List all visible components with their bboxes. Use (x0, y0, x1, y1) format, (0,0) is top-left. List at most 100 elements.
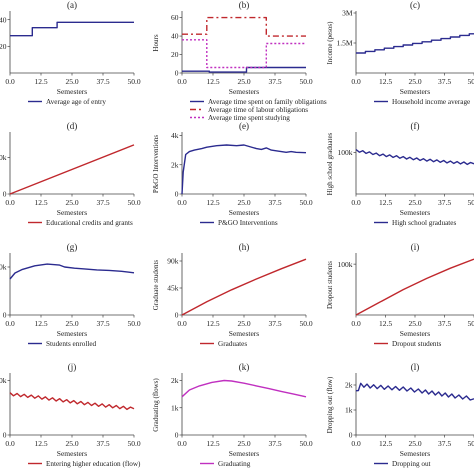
chart-panel-10: (j) 0.0 12.5 25.0 37.5 50.0 0 10k Semesters Enter… (0, 362, 141, 468)
y-tick-label: 40 (171, 32, 179, 41)
y-tick-label: 0 (3, 311, 7, 320)
x-tick-label: 0.0 (5, 198, 15, 207)
panel-label: (d) (67, 121, 78, 131)
x-tick-label: 12.5 (379, 198, 392, 207)
y-tick-label: 100k (338, 148, 353, 157)
legend-entry: High school graduates (392, 219, 456, 227)
x-tick-label: 12.5 (379, 439, 392, 448)
x-axis-title: Semesters (229, 87, 259, 96)
x-tick-label: 50.0 (299, 198, 312, 207)
x-tick-label: 12.5 (379, 319, 392, 328)
legend-entry: Average time spent on family obligations (208, 98, 327, 106)
y-tick-label: 100k (338, 260, 353, 269)
x-tick-label: 0.0 (351, 319, 361, 328)
panel-label: (a) (67, 0, 77, 10)
series-line-1 (356, 33, 474, 54)
x-tick-label: 25.0 (237, 319, 250, 328)
y-tick-label: 0 (3, 190, 7, 199)
x-tick-label: 25.0 (65, 198, 78, 207)
y-tick-label: 45k (167, 284, 179, 293)
x-tick-label: 25.0 (408, 439, 421, 448)
y-tick-label: 2k (171, 376, 179, 385)
x-axis-title: Semesters (57, 87, 87, 96)
x-axis-title: Semesters (57, 449, 87, 458)
x-axis-title: Semesters (57, 208, 87, 217)
x-tick-label: 50.0 (467, 198, 474, 207)
legend-entry: P&GO Interventions (218, 219, 278, 227)
series-line-1 (182, 66, 306, 73)
series-line-3 (182, 39, 306, 69)
x-tick-label: 25.0 (237, 439, 250, 448)
legend-entry: Dropout students (392, 340, 442, 348)
y-tick-label: 10k (0, 376, 7, 385)
y-tick-label: 60 (171, 13, 179, 22)
x-tick-label: 50.0 (467, 319, 474, 328)
x-tick-label: 0.0 (351, 198, 361, 207)
x-tick-label: 50.0 (467, 77, 474, 86)
series-line-1 (355, 382, 474, 401)
x-axis-title: Semesters (229, 449, 259, 458)
panel-label: (g) (67, 242, 78, 252)
chart-panel-3: (c) 0.0 12.5 25.0 37.5 50.0 1.5M 3M Semesters Inc… (326, 0, 474, 106)
x-tick-label: 50.0 (467, 439, 474, 448)
y-tick-label: 40 (0, 15, 7, 24)
x-axis-title: Semesters (57, 329, 87, 338)
legend-entry: Graduating (218, 460, 251, 468)
y-tick-label: 0 (3, 431, 7, 440)
x-tick-label: 12.5 (34, 77, 47, 86)
y-tick-label: 0k (0, 153, 7, 162)
x-tick-label: 50.0 (127, 198, 140, 207)
x-tick-label: 50.0 (127, 77, 140, 86)
panel-label: (e) (239, 121, 249, 131)
x-tick-label: 25.0 (408, 77, 421, 86)
series-line-1 (10, 21, 134, 37)
panel-label: (l) (411, 362, 420, 372)
y-tick-label: 20k (0, 263, 7, 272)
x-tick-label: 0.0 (5, 439, 15, 448)
legend-entry: Educational credits and grants (46, 219, 133, 227)
x-tick-label: 37.5 (438, 439, 451, 448)
panel-label: (i) (411, 242, 420, 252)
legend-entry: Students enrolled (46, 340, 97, 348)
x-tick-label: 37.5 (438, 198, 451, 207)
y-tick-label: 90k (167, 257, 179, 266)
chart-panel-8: (h) 0.0 12.5 25.0 37.5 50.0 0 45k 90k Semesters Gr… (152, 242, 313, 348)
series-line-1 (181, 258, 307, 316)
x-tick-label: 0.0 (5, 319, 15, 328)
x-tick-label: 12.5 (206, 77, 219, 86)
chart-panel-11: (k) 0.0 12.5 25.0 37.5 50.0 0 1k 2k Semesters Grad… (152, 362, 313, 468)
series-line-1 (355, 148, 474, 166)
x-tick-label: 0.0 (351, 439, 361, 448)
chart-panel-6: (f) 0.0 12.5 25.0 37.5 50.0 100k Semesters High … (326, 121, 474, 227)
x-tick-label: 25.0 (408, 319, 421, 328)
y-tick-label: 0 (175, 311, 179, 320)
y-tick-label: 3M (342, 9, 353, 18)
y-tick-label: 20 (171, 50, 179, 59)
x-tick-label: 37.5 (268, 319, 281, 328)
x-tick-label: 12.5 (34, 319, 47, 328)
x-tick-label: 37.5 (268, 77, 281, 86)
legend-entry: Entering higher education (flow) (46, 460, 141, 468)
y-tick-label: 1k (345, 406, 353, 415)
x-tick-label: 37.5 (268, 198, 281, 207)
x-tick-label: 12.5 (206, 439, 219, 448)
x-tick-label: 0.0 (177, 439, 187, 448)
x-axis-title: Semesters (400, 449, 430, 458)
y-axis-title: Graduate students (152, 260, 160, 311)
series-line-1 (9, 144, 135, 195)
x-tick-label: 37.5 (96, 319, 109, 328)
x-tick-label: 25.0 (65, 439, 78, 448)
y-axis-title: Hours (152, 34, 160, 51)
y-tick-label: 0 (349, 431, 353, 440)
y-axis-title: High school graduates (326, 132, 334, 195)
x-axis-title: Semesters (400, 329, 430, 338)
x-tick-label: 12.5 (34, 439, 47, 448)
series-line-2 (182, 16, 306, 37)
x-tick-label: 50.0 (127, 439, 140, 448)
x-tick-label: 25.0 (65, 319, 78, 328)
y-tick-label: 2k (345, 381, 353, 390)
panel-label: (f) (411, 121, 420, 131)
x-tick-label: 37.5 (96, 439, 109, 448)
x-tick-label: 0.0 (177, 198, 187, 207)
